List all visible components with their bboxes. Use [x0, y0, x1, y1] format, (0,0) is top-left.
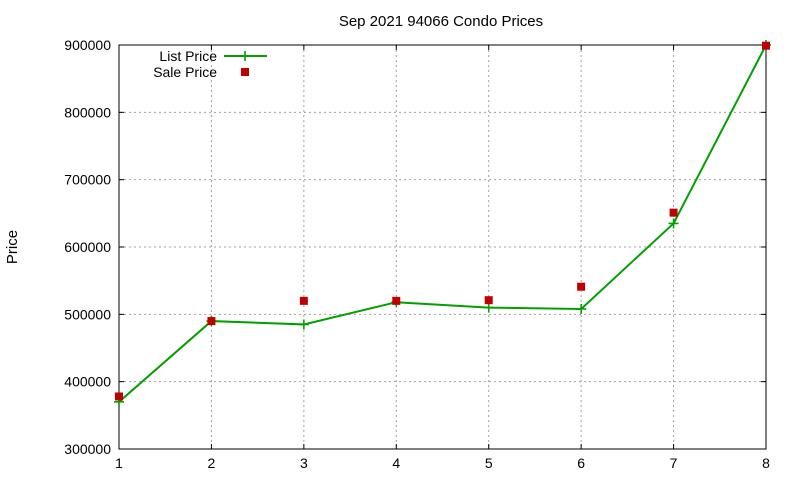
- series-layer: [114, 40, 771, 407]
- sale-price-point: [762, 41, 770, 50]
- y-tick-label: 300000: [64, 441, 111, 457]
- y-axis-label: Price: [4, 230, 21, 264]
- x-tick-label: 8: [762, 455, 770, 471]
- sale-price-point: [669, 208, 678, 217]
- y-tick-label: 800000: [64, 104, 111, 120]
- x-tick-label: 6: [577, 455, 585, 471]
- legend-marker-sale-price: [241, 68, 249, 76]
- sale-price-point: [577, 282, 586, 291]
- legend-label-sale-price: Sale Price: [153, 64, 217, 80]
- y-tick-label: 400000: [64, 374, 111, 390]
- legend-marker-list-price: [240, 51, 250, 61]
- y-tick-label: 600000: [64, 239, 111, 255]
- list-price-point: [298, 319, 309, 330]
- x-axis: 1 2 3 4 5 6 7 8: [115, 45, 770, 471]
- x-tick-label: 3: [300, 455, 308, 471]
- x-tick-label: 1: [115, 455, 123, 471]
- x-tick-label: 2: [208, 455, 216, 471]
- list-price-point: [668, 218, 679, 229]
- legend-label-list-price: List Price: [159, 48, 217, 64]
- grid-lines: [119, 45, 766, 449]
- sale-price-point: [484, 296, 493, 305]
- sale-price-point: [299, 296, 308, 305]
- list-price-line: [118, 44, 767, 403]
- y-tick-label: 900000: [64, 37, 111, 53]
- sale-price-point: [207, 317, 216, 326]
- y-tick-label: 700000: [64, 172, 111, 188]
- x-tick-label: 4: [392, 455, 400, 471]
- y-tick-label: 500000: [64, 306, 111, 322]
- plot-frame: [118, 44, 767, 450]
- y-axis: 300000 400000 500000 600000 700000 800000 9000…: [64, 37, 766, 457]
- list-price-point: [576, 303, 587, 314]
- sale-price-point: [392, 296, 401, 305]
- sale-price-point: [115, 392, 123, 401]
- chart-title: Sep 2021 94066 Condo Prices: [339, 13, 543, 30]
- list-price-point: [483, 302, 494, 313]
- x-tick-label: 7: [670, 455, 678, 471]
- x-tick-label: 5: [485, 455, 493, 471]
